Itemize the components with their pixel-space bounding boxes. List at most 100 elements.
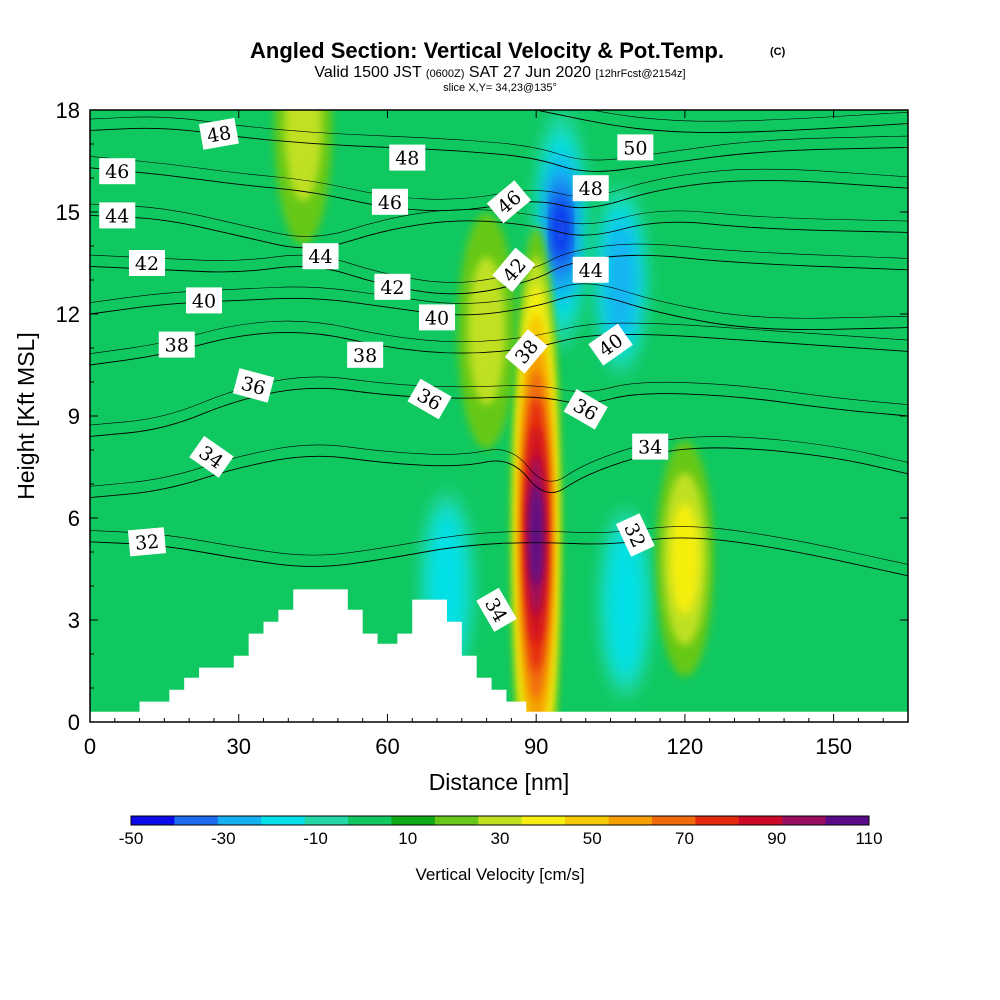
contour-label: 46	[371, 188, 408, 215]
colorbar-tick-label: 30	[491, 829, 510, 848]
contour-label-box	[572, 175, 609, 202]
contour-label-text: 32	[134, 531, 160, 555]
contour-label-box	[492, 247, 536, 292]
x-tick-label: 90	[524, 734, 548, 759]
colorbar-tick-label: 110	[855, 829, 882, 848]
contour-label-text: 38	[353, 345, 377, 367]
colorbar-frame	[130, 815, 870, 826]
colorbar-swatch	[651, 816, 696, 825]
colorbar-swatch	[174, 816, 219, 825]
contour-label-text: 50	[623, 137, 647, 159]
contour-label-text: 48	[579, 178, 603, 200]
downdraft-contour	[554, 195, 568, 263]
y-tick-label: 12	[56, 302, 80, 327]
x-axis: 0 30 60 90 120 150	[84, 110, 884, 759]
contour-label-text: 44	[308, 246, 332, 268]
colorbar-swatch	[434, 816, 479, 825]
contour-label: 48	[389, 144, 426, 171]
colorbar-title: Vertical Velocity [cm/s]	[415, 865, 584, 884]
colorbar-swatch	[391, 816, 436, 825]
zulu-time: (0600Z)	[426, 68, 465, 80]
isentrope-44	[90, 214, 908, 249]
colorbar-swatch	[217, 816, 262, 825]
isentrope-50	[536, 110, 908, 133]
updraft-contour	[284, 110, 322, 201]
contour-label-box	[347, 341, 384, 368]
contour-label: 44	[302, 243, 339, 270]
isentrope-minor	[589, 110, 908, 122]
contour-label-box	[189, 435, 234, 478]
colorbar-swatch	[738, 816, 783, 825]
colorbar-tick-label: -50	[119, 829, 144, 848]
x-tick-label: 60	[375, 734, 399, 759]
y-tick-label: 3	[68, 608, 80, 633]
downdraft-contour	[605, 525, 646, 681]
contour-label: 32	[127, 527, 167, 557]
colorbar-swatch	[131, 816, 175, 825]
contour-label: 48	[198, 117, 239, 150]
chart-title: Angled Section: Vertical Velocity & Pot.…	[250, 38, 724, 63]
contour-label-box	[302, 243, 339, 270]
isentrope-46	[90, 167, 908, 212]
colorbar-swatch	[565, 816, 610, 825]
isentrope-36	[90, 387, 908, 437]
valid-time-line: Valid 1500 JST (0600Z) SAT 27 Jun 2020 […	[314, 64, 685, 81]
contour-label-text: 40	[425, 307, 449, 329]
contour-label-text: 48	[205, 122, 233, 148]
forecast-info: [12hrFcst@2154z]	[596, 68, 686, 80]
contour-label-box	[129, 250, 166, 276]
colorbar-tick-label: 10	[398, 829, 417, 848]
velocity-field	[274, 110, 714, 722]
colorbar: -50 -30 -10 10 30 50 70 90 110	[119, 815, 883, 848]
colorbar-swatch	[261, 816, 306, 825]
colorbar-swatch	[521, 816, 566, 825]
colorbar-swatch	[608, 816, 653, 825]
isentrope-minor	[90, 320, 908, 354]
updraft-contour	[670, 503, 700, 614]
contour-label: 34	[632, 433, 669, 460]
contour-label: 50	[617, 134, 654, 161]
isentrope-minor	[90, 243, 908, 283]
colorbar-swatch	[825, 816, 870, 825]
contour-label-box	[158, 331, 195, 358]
y-tick-label: 9	[68, 404, 80, 429]
colorbar-tick-label: 50	[583, 829, 602, 848]
colorbar-tick-label: 70	[675, 829, 694, 848]
contour-label-box	[371, 188, 408, 215]
contour-label-box	[615, 513, 655, 557]
contour-label: 40	[419, 304, 456, 331]
contour-label: 46	[99, 158, 136, 185]
contour-label: 48	[572, 175, 609, 202]
contour-label-box	[99, 202, 136, 229]
y-tick-label: 18	[56, 98, 80, 123]
isentrope-32	[90, 537, 908, 577]
isentrope-minor	[90, 156, 908, 200]
colorbar-tick-label: 90	[767, 829, 786, 848]
isentrope-minor	[90, 116, 908, 161]
contour-label-box	[588, 323, 633, 366]
contour-label-text: 42	[135, 253, 159, 275]
x-axis-label: Distance [nm]	[429, 769, 570, 795]
colorbar-swatch	[304, 816, 349, 825]
x-tick-label: 120	[667, 734, 704, 759]
y-tick-label: 0	[68, 710, 80, 735]
contour-label-text: 48	[395, 148, 419, 170]
downdraft-contour	[605, 219, 636, 341]
contour-label-box	[232, 368, 275, 403]
contour-label-box	[563, 388, 608, 430]
contour-label: 38	[158, 331, 195, 358]
contour-label-box	[617, 134, 654, 161]
copyright-mark: (C)	[770, 46, 786, 58]
contour-label-box	[198, 117, 239, 150]
contour-label-box	[476, 587, 517, 632]
y-tick-label: 15	[56, 200, 80, 225]
contour-label: 42	[374, 273, 411, 300]
x-tick-label: 30	[226, 734, 250, 759]
contour-label-text: 46	[378, 192, 402, 214]
x-tick-label: 150	[815, 734, 852, 759]
colorbar-swatch	[348, 816, 392, 825]
